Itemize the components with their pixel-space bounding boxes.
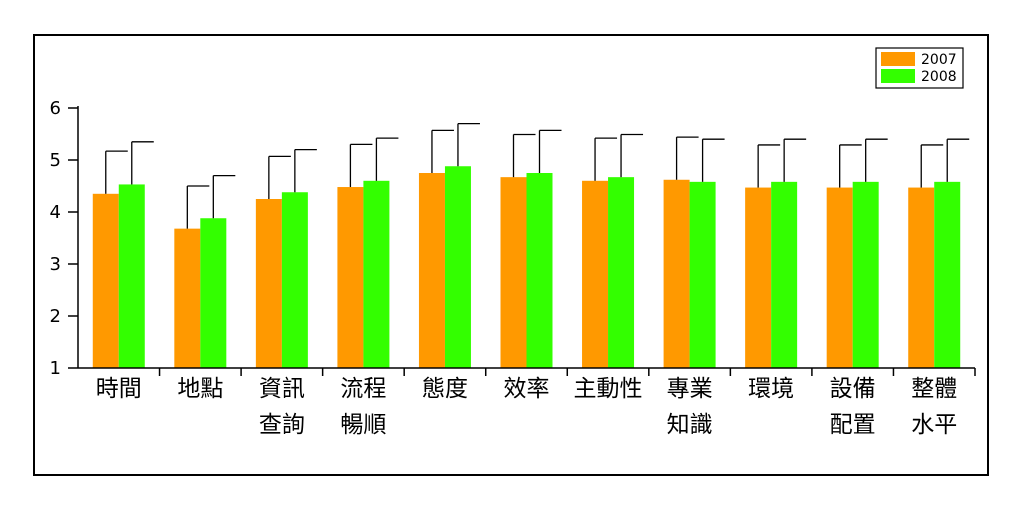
category-label-1-0: 地點 (177, 376, 223, 402)
category-label-9-1: 配置 (830, 412, 876, 438)
axis-origin (70, 368, 78, 376)
category-label-3-0: 流程 (340, 376, 386, 402)
category-label-4-0: 態度 (422, 376, 468, 402)
bar-2008-5 (526, 173, 553, 368)
bar-2008-2 (281, 192, 308, 368)
bar-2008-3 (363, 180, 390, 368)
bar-2007-2 (255, 199, 282, 368)
category-label-10-1: 水平 (911, 412, 957, 438)
legend-swatch-2007 (881, 52, 915, 66)
y-tick-label-5: 5 (50, 150, 61, 171)
bar-2008-0 (118, 184, 145, 368)
category-label-6-0: 主動性 (574, 376, 643, 402)
bar-2007-4 (418, 173, 445, 368)
y-tick-label-4: 4 (50, 202, 61, 223)
bar-2007-5 (500, 177, 527, 368)
bar-2007-8 (745, 187, 772, 368)
bar-2008-6 (608, 177, 635, 368)
bar-2008-9 (852, 181, 879, 368)
y-tick-label-1: 1 (50, 358, 61, 379)
category-label-7-0: 專業 (667, 376, 713, 402)
legend-label-2008: 2008 (921, 69, 957, 85)
bars-group (92, 166, 961, 368)
y-tick-label-3: 3 (50, 254, 61, 275)
category-label-3-1: 暢順 (340, 412, 386, 438)
bar-2008-1 (200, 218, 227, 368)
y-tick-label-6: 6 (50, 98, 61, 119)
bar-2008-10 (934, 181, 961, 368)
bar-2008-7 (689, 181, 716, 368)
error-bars-group (105, 122, 970, 229)
bar-2007-10 (908, 187, 935, 368)
category-label-8-0: 環境 (748, 376, 794, 402)
y-tick-label-2: 2 (50, 306, 61, 327)
bar-2008-8 (771, 181, 798, 368)
category-label-2-0: 資訊 (259, 376, 305, 402)
bar-2007-1 (174, 228, 201, 368)
category-label-5-0: 效率 (504, 376, 550, 402)
category-label-2-1: 查詢 (259, 412, 305, 438)
bar-2007-7 (663, 179, 690, 368)
bar-2008-4 (444, 166, 471, 368)
bar-2007-9 (826, 187, 853, 368)
category-label-7-1: 知識 (667, 412, 713, 438)
axes-group (68, 106, 976, 376)
bar-2007-3 (337, 187, 364, 368)
bar-2007-0 (92, 193, 119, 368)
legend-swatch-2008 (881, 69, 915, 83)
legend-label-2007: 2007 (921, 52, 957, 68)
bar-2007-6 (582, 180, 609, 368)
category-label-9-0: 設備 (830, 376, 876, 402)
category-label-0-0: 時間 (96, 376, 142, 402)
category-label-10-0: 整體 (911, 376, 957, 402)
